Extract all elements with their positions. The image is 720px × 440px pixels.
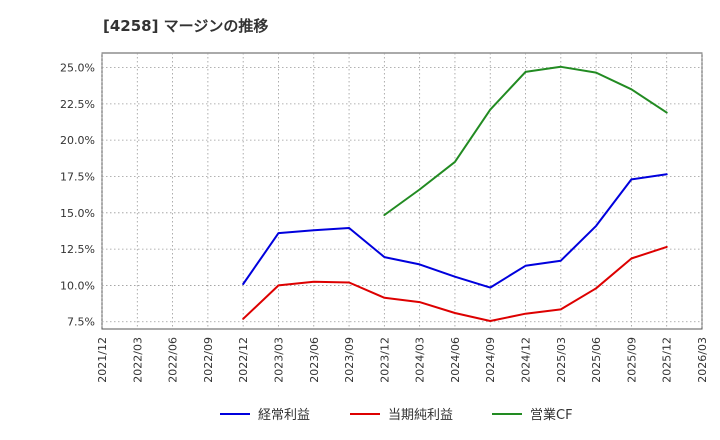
y-tick-label: 10.0% bbox=[60, 279, 95, 292]
x-tick-label: 2025/03 bbox=[555, 337, 568, 383]
x-tick-label: 2022/09 bbox=[202, 337, 215, 383]
x-tick-label: 2023/03 bbox=[272, 337, 285, 383]
series-lines bbox=[242, 65, 668, 322]
x-tick-label: 2021/12 bbox=[96, 337, 109, 383]
y-tick-label: 7.5% bbox=[67, 316, 95, 329]
x-tick-label: 2023/09 bbox=[343, 337, 356, 383]
x-tick-label: 2025/12 bbox=[661, 337, 674, 383]
series-line-1 bbox=[242, 245, 668, 322]
chart-title: [4258] マージンの推移 bbox=[103, 17, 268, 35]
y-tick-label: 22.5% bbox=[60, 98, 95, 111]
legend-label-1: 当期純利益 bbox=[388, 408, 453, 423]
y-tick-label: 20.0% bbox=[60, 134, 95, 147]
y-axis-tick-labels: 7.5% 10.0% 12.5% 15.0% 17.5% 20.0% 22.5% 25.0% bbox=[60, 62, 95, 329]
legend-label-0: 経常利益 bbox=[258, 408, 310, 423]
plot-area-frame bbox=[101, 52, 703, 330]
x-tick-label: 2024/06 bbox=[449, 337, 462, 383]
x-tick-label: 2023/12 bbox=[378, 337, 391, 383]
x-tick-label: 2022/03 bbox=[131, 337, 144, 383]
x-tick-label: 2024/09 bbox=[484, 337, 497, 383]
legend-label-2: 営業CF bbox=[530, 407, 573, 423]
x-tick-label: 2024/12 bbox=[520, 337, 533, 383]
x-tick-label: 2025/06 bbox=[590, 337, 603, 383]
x-tick-label: 2025/09 bbox=[625, 337, 638, 383]
x-tick-label: 2022/06 bbox=[167, 337, 180, 383]
y-tick-label: 25.0% bbox=[60, 62, 95, 75]
y-tick-label: 12.5% bbox=[60, 243, 95, 256]
series-line-0 bbox=[242, 173, 668, 289]
x-tick-label: 2023/06 bbox=[308, 337, 321, 383]
x-tick-label: 2026/03 bbox=[696, 337, 709, 383]
y-tick-label: 15.0% bbox=[60, 207, 95, 220]
y-tick-label: 17.5% bbox=[60, 170, 95, 183]
x-tick-label: 2024/03 bbox=[414, 337, 427, 383]
series-line-2 bbox=[383, 65, 668, 216]
legend: 経常利益 当期純利益 営業CF bbox=[220, 407, 573, 423]
x-axis-tick-labels: 2021/12 2022/03 2022/06 2022/09 2022/12 2023/… bbox=[96, 337, 709, 383]
grid-lines bbox=[101, 53, 703, 329]
x-tick-label: 2022/12 bbox=[237, 337, 250, 383]
